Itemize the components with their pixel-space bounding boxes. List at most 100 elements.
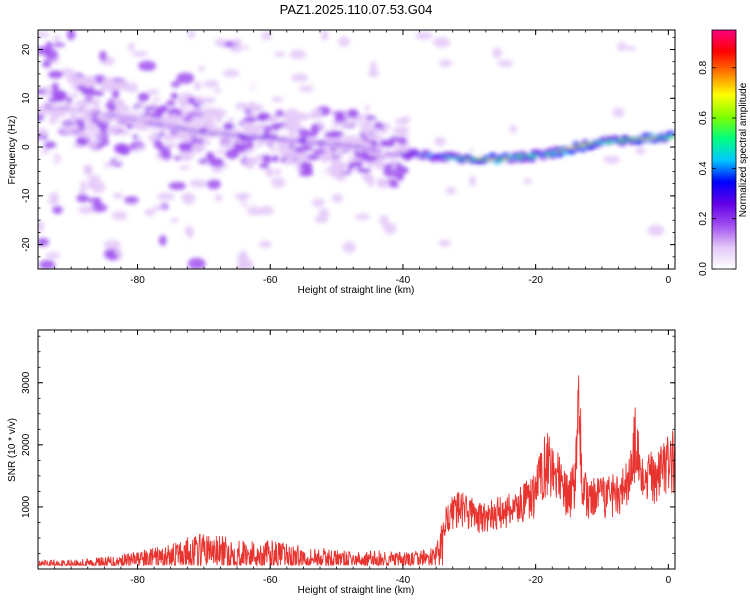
heatmap-cell <box>354 213 371 220</box>
heatmap-cell <box>387 171 403 177</box>
heatmap-cell <box>128 42 135 52</box>
heatmap-cell <box>164 143 175 148</box>
heatmap-cell <box>331 193 343 203</box>
heatmap-cell <box>198 210 215 220</box>
heatmap-cell <box>438 239 452 247</box>
heatmap-cell <box>162 133 177 142</box>
heatmap-cell <box>70 92 78 98</box>
heatmap-cell <box>86 140 99 149</box>
heatmap-cell <box>469 198 479 209</box>
heatmap-cell <box>136 132 143 139</box>
heatmap-cell <box>361 154 378 162</box>
heatmap-cell <box>111 88 120 99</box>
heatmap-cell <box>143 73 150 82</box>
heatmap-cell <box>59 68 75 77</box>
heatmap-cell <box>96 40 103 45</box>
snr-xlabel: Height of straight line (km) <box>298 585 415 596</box>
x-tick-label: -60 <box>263 575 278 586</box>
heatmap-cell <box>475 34 493 46</box>
heatmap-cell <box>47 97 64 103</box>
heatmap-cell <box>170 217 180 223</box>
heatmap-cell <box>206 151 215 162</box>
heatmap-cell <box>336 150 344 158</box>
heatmap-cell <box>422 259 440 269</box>
heatmap-cell <box>70 50 83 61</box>
heatmap-cell <box>215 150 227 155</box>
y-tick-label: 2000 <box>21 433 32 456</box>
heatmap-cell <box>103 239 121 250</box>
heatmap-cell <box>523 178 533 185</box>
heatmap-cell <box>496 90 511 98</box>
heatmap-cell <box>284 157 293 166</box>
heatmap-cell <box>368 68 380 78</box>
heatmap-cell <box>555 79 570 90</box>
snr-panel: -80 -60 -40 -20 0 1000 2000 3000 Height of stra… <box>7 329 676 596</box>
heatmap-cell <box>293 146 307 153</box>
heatmap-cell <box>365 115 377 120</box>
heatmap-cell <box>157 192 175 201</box>
heatmap-cell <box>38 220 45 233</box>
heatmap-cell <box>38 114 45 122</box>
heatmap-cell <box>617 121 631 133</box>
heatmap-cell <box>87 179 96 190</box>
heatmap-cell <box>473 166 489 175</box>
heatmap-cell <box>239 249 248 262</box>
heatmap-cell <box>45 41 53 51</box>
heatmap-cell <box>591 178 600 186</box>
heatmap-cell <box>53 34 61 43</box>
heatmap-cell <box>199 175 217 180</box>
heatmap-cell <box>229 207 237 218</box>
heatmap-cell <box>433 36 451 48</box>
y-tick-label: 3000 <box>21 371 32 394</box>
heatmap-cell <box>114 157 127 163</box>
spectrogram-frame <box>37 29 676 270</box>
heatmap-cell <box>152 97 161 102</box>
heatmap-cell <box>657 139 673 148</box>
heatmap-cell <box>100 126 107 135</box>
heatmap-cell <box>297 129 310 137</box>
heatmap-cell <box>179 98 190 109</box>
heatmap-cell <box>359 70 366 76</box>
heatmap-cells <box>38 30 675 269</box>
heatmap-cell <box>170 92 179 100</box>
heatmap-cell <box>603 154 621 165</box>
heatmap-cell <box>271 177 286 188</box>
heatmap-cell <box>191 149 202 154</box>
heatmap-cell <box>112 192 124 199</box>
heatmap-cell <box>395 126 410 132</box>
colorbar-tick-label: 0.0 <box>698 262 709 276</box>
x-tick-label: 0 <box>666 275 672 286</box>
heatmap-cell <box>48 118 59 124</box>
heatmap-cell <box>214 38 226 47</box>
heatmap-cell <box>383 122 390 132</box>
heatmap-cell <box>377 177 384 187</box>
heatmap-cell <box>66 30 76 41</box>
heatmap-cell <box>78 124 85 131</box>
heatmap-cell <box>242 121 252 131</box>
x-tick-label: 0 <box>666 575 672 586</box>
y-tick-label: 1000 <box>21 495 32 518</box>
heatmap-cell <box>261 187 269 194</box>
heatmap-cell <box>43 141 57 149</box>
heatmap-cell <box>364 105 371 111</box>
heatmap-cell <box>176 72 195 84</box>
heatmap-cell <box>49 192 59 202</box>
heatmap-cell <box>265 167 275 178</box>
x-tick-label: -40 <box>396 275 411 286</box>
heatmap-cell <box>167 113 181 122</box>
heatmap-cell <box>121 105 131 113</box>
heatmap-cell <box>187 30 196 39</box>
heatmap-cell <box>342 157 351 163</box>
heatmap-cell <box>222 69 240 78</box>
heatmap-cell <box>179 165 191 170</box>
heatmap-cell <box>76 99 91 108</box>
heatmap-cell <box>267 116 279 122</box>
heatmap-cell <box>415 31 433 40</box>
heatmap-cell <box>490 260 505 269</box>
heatmap-cell <box>289 49 307 60</box>
heatmap-cell <box>78 115 94 121</box>
heatmap-cell <box>290 73 309 82</box>
heatmap-cell <box>492 47 503 59</box>
x-tick-label: -60 <box>263 275 278 286</box>
